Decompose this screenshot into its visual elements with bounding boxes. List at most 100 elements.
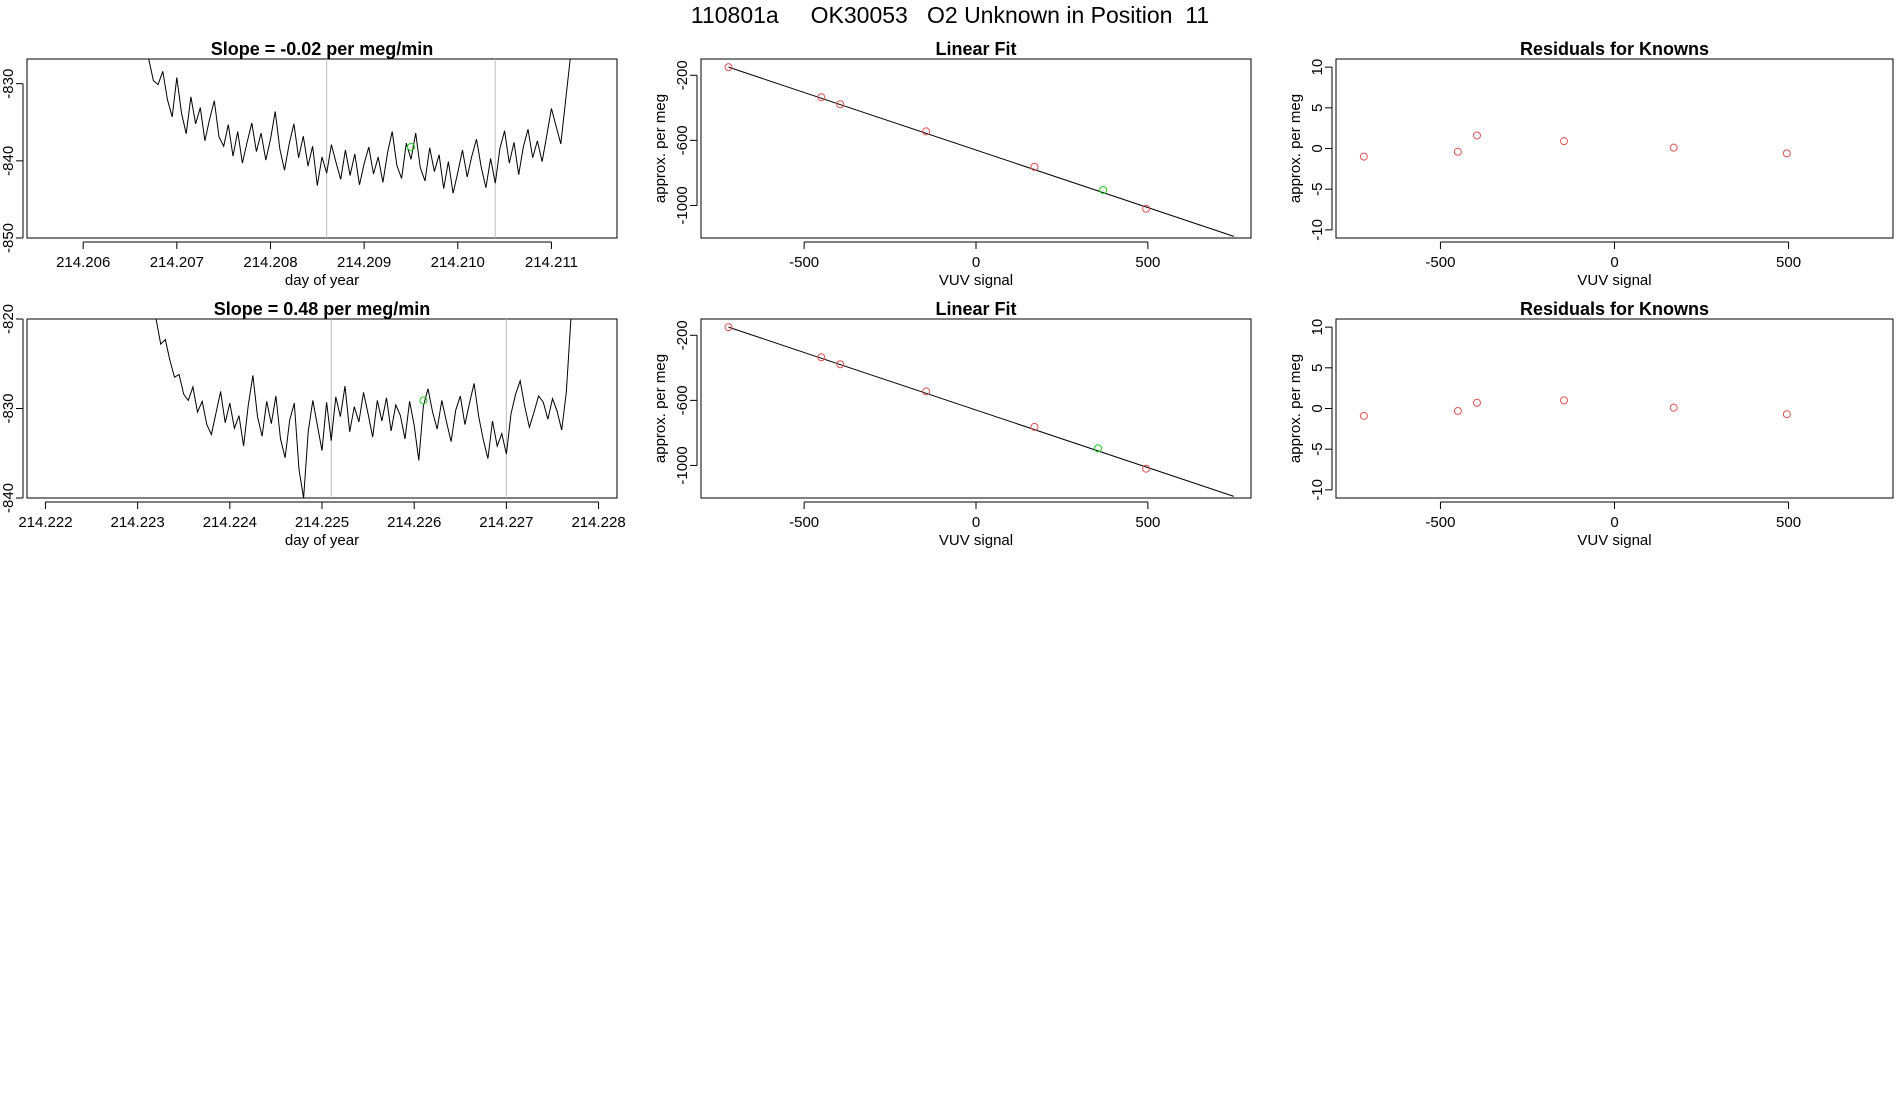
x-tick-label: 214.210 xyxy=(431,254,485,271)
linear-fit-panel-bottom: Linear Fit -500 0 500 -200 -600 -1000 VUV signa… xyxy=(652,299,1252,549)
known-point xyxy=(1359,152,1368,161)
x-tick-label: 500 xyxy=(1776,254,1801,271)
plot-area xyxy=(1359,131,1791,161)
y-tick-label: -820 xyxy=(0,304,17,334)
known-point xyxy=(836,100,845,109)
known-point xyxy=(1669,403,1678,412)
panel-title: Residuals for Knowns xyxy=(1520,299,1709,319)
x-tick-label: 214.206 xyxy=(56,254,110,271)
known-point xyxy=(836,360,845,369)
plot-area xyxy=(1359,396,1791,420)
x-tick-label: 214.225 xyxy=(295,514,349,531)
data-series-line xyxy=(148,59,571,194)
x-tick-label: 0 xyxy=(1610,254,1618,271)
fit-line xyxy=(728,326,1234,497)
plot-area xyxy=(148,59,571,238)
known-point xyxy=(1472,398,1481,407)
x-tick-label: -500 xyxy=(1425,514,1455,531)
panel-title: Residuals for Knowns xyxy=(1520,39,1709,59)
unknown-point xyxy=(1099,185,1108,194)
x-tick-label: -500 xyxy=(789,514,819,531)
known-point xyxy=(1472,131,1481,140)
y-tick-label: -200 xyxy=(674,320,691,350)
panel-title: Slope = -0.02 per meg/min xyxy=(211,39,434,59)
plot-frame xyxy=(26,318,618,499)
plot-area xyxy=(724,323,1234,497)
data-series-line xyxy=(155,319,572,498)
plot-area xyxy=(155,319,572,498)
y-tick-label: -600 xyxy=(674,385,691,415)
x-tick-label: 500 xyxy=(1776,514,1801,531)
x-tick-label: 214.207 xyxy=(150,254,204,271)
plot-area xyxy=(724,63,1234,237)
known-point xyxy=(922,387,931,396)
known-point xyxy=(1030,422,1039,431)
x-axis-label: VUV signal xyxy=(1577,272,1651,289)
y-tick-label: 5 xyxy=(1309,364,1326,372)
known-point xyxy=(1782,149,1791,158)
x-tick-label: 214.228 xyxy=(571,514,625,531)
y-tick-label: -840 xyxy=(0,483,17,513)
y-tick-label: -1000 xyxy=(674,186,691,224)
slope-panel-bottom: Slope = 0.48 per meg/min 214.222 214.223 21… xyxy=(0,299,626,549)
y-tick-label: -850 xyxy=(0,223,17,253)
plot-frame xyxy=(700,58,1252,239)
y-tick-label: -830 xyxy=(0,69,17,99)
known-point xyxy=(1782,410,1791,419)
y-tick-label: -830 xyxy=(0,393,17,423)
unknown-point xyxy=(1094,444,1103,453)
y-tick-label: -10 xyxy=(1309,479,1326,501)
panel-title: Linear Fit xyxy=(935,299,1016,319)
known-point xyxy=(724,63,733,72)
x-tick-label: 214.209 xyxy=(337,254,391,271)
known-point xyxy=(1669,143,1678,152)
x-tick-label: -500 xyxy=(789,254,819,271)
y-tick-label: -10 xyxy=(1309,219,1326,241)
x-axis-label: VUV signal xyxy=(939,532,1013,549)
y-tick-label: -5 xyxy=(1309,443,1326,456)
x-tick-label: 214.227 xyxy=(479,514,533,531)
x-tick-label: 214.226 xyxy=(387,514,441,531)
x-axis-label: day of year xyxy=(285,532,359,549)
x-tick-label: 214.208 xyxy=(243,254,297,271)
slope-panel-top: Slope = -0.02 per meg/min 214.206 214.207 2… xyxy=(0,39,618,289)
y-tick-label: 0 xyxy=(1309,144,1326,152)
x-tick-label: 500 xyxy=(1135,254,1160,271)
x-tick-label: 214.223 xyxy=(111,514,165,531)
x-tick-label: 0 xyxy=(1610,514,1618,531)
residuals-panel-top: Residuals for Knowns -500 0 500 10 5 0 -5 -10 VUV… xyxy=(1287,39,1894,289)
plot-frame xyxy=(700,318,1252,499)
x-axis-label: VUV signal xyxy=(1577,532,1651,549)
fit-line xyxy=(728,66,1234,237)
plot-frame xyxy=(1335,58,1894,239)
y-tick-label: -1000 xyxy=(674,446,691,484)
known-point xyxy=(817,93,826,102)
x-tick-label: 214.222 xyxy=(18,514,72,531)
x-tick-label: 214.211 xyxy=(525,254,578,271)
x-axis-label: day of year xyxy=(285,272,359,289)
known-point xyxy=(1560,137,1569,146)
unknown-point xyxy=(406,142,415,151)
y-tick-label: -200 xyxy=(674,60,691,90)
y-tick-label: -5 xyxy=(1309,183,1326,196)
x-tick-label: 0 xyxy=(972,254,980,271)
y-tick-label: 10 xyxy=(1309,59,1326,76)
unknown-point xyxy=(419,396,428,405)
y-tick-label: -840 xyxy=(0,146,17,176)
figure-title: 110801a OK30053 O2 Unknown in Position 1… xyxy=(690,2,1210,28)
known-point xyxy=(1030,162,1039,171)
known-point xyxy=(724,323,733,332)
y-axis-label: approx. per meg xyxy=(1287,94,1304,203)
known-point xyxy=(1142,464,1151,473)
known-point xyxy=(1560,396,1569,405)
known-point xyxy=(1142,204,1151,213)
known-point xyxy=(817,353,826,362)
y-tick-label: 0 xyxy=(1309,404,1326,412)
plot-frame xyxy=(26,58,618,239)
x-axis-label: VUV signal xyxy=(939,272,1013,289)
known-point xyxy=(1453,406,1462,415)
x-tick-label: 0 xyxy=(972,514,980,531)
y-axis-label: approx. per meg xyxy=(652,354,669,463)
known-point xyxy=(922,127,931,136)
linear-fit-panel-top: Linear Fit -500 0 500 -200 -600 -1000 VUV signa… xyxy=(652,39,1252,289)
